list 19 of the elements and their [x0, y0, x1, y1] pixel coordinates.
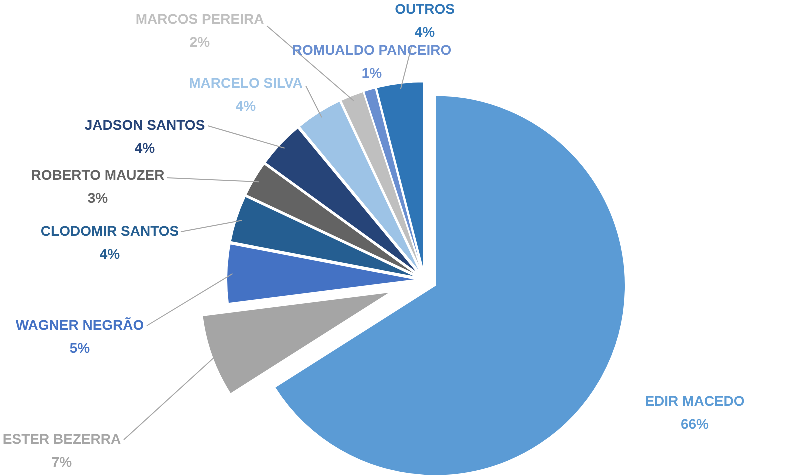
data-label: 66% — [680, 416, 710, 432]
data-label: 4% — [236, 98, 257, 114]
slice-label: EDIR MACEDO — [645, 393, 745, 409]
data-label: 5% — [70, 340, 91, 356]
data-label: 4% — [100, 246, 121, 262]
slice-label: MARCOS PEREIRA — [136, 11, 264, 27]
slice-label: ROBERTO MAUZER — [31, 167, 165, 183]
data-label: 4% — [414, 24, 436, 40]
slice-label: ESTER BEZERRA — [2, 431, 122, 447]
data-label: 7% — [52, 454, 73, 470]
data-label: 2% — [190, 34, 211, 50]
slice-label: OUTROS — [395, 1, 455, 17]
data-label: 3% — [88, 190, 109, 206]
slice-label: JADSON SANTOS — [84, 117, 206, 133]
slice-label: WAGNER NEGRÃO — [16, 317, 144, 333]
data-label: 1% — [362, 65, 383, 81]
slice-label: MARCELO SILVA — [189, 75, 303, 91]
slice-label: CLODOMIR SANTOS — [40, 223, 180, 239]
data-label: 4% — [134, 140, 156, 156]
